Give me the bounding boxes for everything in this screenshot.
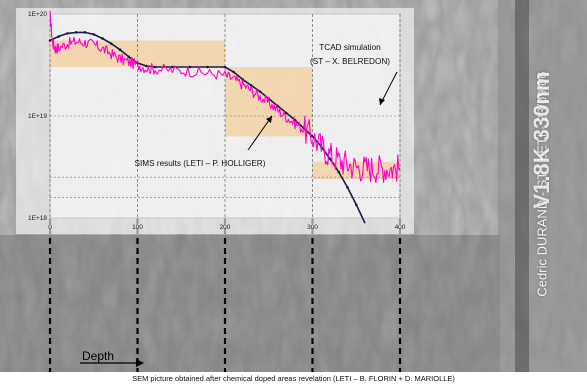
x-tick-label-2: 200 — [220, 224, 231, 231]
tcad-point-1 — [57, 35, 61, 38]
tcad-point-2 — [66, 32, 69, 35]
y-tick-label-0: 1E+18 — [28, 215, 47, 222]
tcad-point-26 — [311, 135, 314, 138]
tcad-annotation-line-0: TCAD simulation — [319, 43, 381, 52]
tcad-point-9 — [127, 55, 131, 59]
tcad-point-13 — [171, 65, 174, 69]
x-tick-label-1: 100 — [132, 224, 143, 231]
sims-annotation-line-0: SIMS results (LETI – P. HOLLIGER) — [135, 159, 266, 168]
tcad-point-20 — [258, 90, 262, 93]
tcad-point-3 — [74, 31, 78, 34]
depth-label: Depth — [82, 349, 114, 363]
tcad-point-11 — [144, 64, 148, 68]
depth-arrow-head — [136, 359, 144, 367]
tcad-point-14 — [188, 65, 192, 69]
tcad-point-31 — [354, 203, 358, 207]
sims-arrow-line — [247, 115, 273, 151]
tcad-point-17 — [232, 70, 236, 74]
tcad-point-15 — [206, 65, 209, 69]
sims-annotation: SIMS results (LETI – P. HOLLIGER) — [135, 115, 273, 168]
sims-arrow-head — [266, 116, 272, 123]
tcad-point-7 — [109, 42, 113, 45]
tcad-point-6 — [101, 37, 104, 40]
tcad-annotation: TCAD simulation (ST – X. BELREDON) — [310, 43, 398, 106]
annotations: TCAD simulation (ST – X. BELREDON) SIMS re… — [135, 43, 398, 168]
x-tick-label-3: 300 — [307, 224, 318, 231]
tcad-point-0 — [48, 39, 52, 42]
side-watermark: Cedric DURAND - ST / LETI - 23/09/06 V1.… — [498, 12, 586, 357]
tick-labels: 0 100 200 300 400 1E+18 1E+19 1E+20 — [28, 11, 406, 231]
depth-indicator: Depth — [80, 349, 144, 367]
side-device-text: V1.8K 330nm — [529, 71, 554, 209]
y-tick-label-1: 1E+19 — [28, 113, 47, 120]
x-tick-label-0: 0 — [48, 224, 52, 231]
tcad-point-28 — [328, 157, 332, 161]
tcad-point-30 — [346, 186, 349, 189]
depth-marker-lines — [48, 218, 402, 372]
y-tick-label-2: 1E+20 — [28, 11, 47, 18]
tcad-point-29 — [337, 170, 341, 174]
tcad-point-23 — [284, 111, 288, 115]
grid-lines — [49, 14, 401, 218]
tcad-point-5 — [92, 33, 96, 36]
tcad-arrow-head — [379, 98, 385, 105]
series-group — [48, 10, 401, 224]
x-tick-label-4: 400 — [395, 224, 406, 231]
tcad-annotation-line-1: (ST – X. BELREDON) — [310, 57, 390, 66]
tcad-point-4 — [83, 31, 87, 34]
tcad-point-12 — [153, 65, 157, 69]
figure-caption: SEM picture obtained after chemical dope… — [132, 374, 455, 383]
tcad-point-8 — [118, 48, 122, 51]
tcad-point-19 — [249, 84, 253, 87]
tcad-point-16 — [223, 65, 227, 69]
series-line-sims — [49, 10, 401, 184]
